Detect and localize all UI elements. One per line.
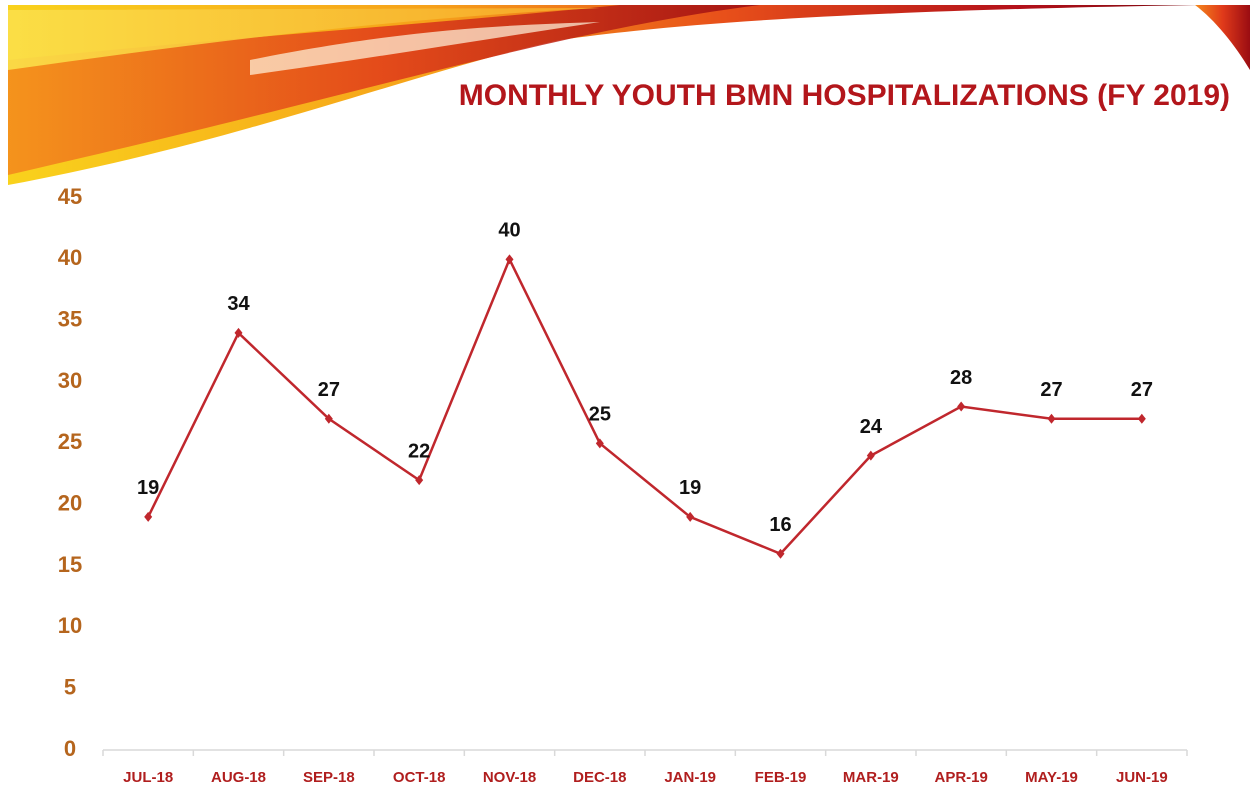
y-tick-label: 25 [58,429,82,454]
x-tick-label: MAY-19 [1025,769,1078,786]
x-tick-label: AUG-18 [211,769,266,786]
point-marker [686,511,695,522]
point-marker [866,450,875,461]
data-label: 19 [137,477,159,499]
x-tick-label: JAN-19 [664,769,716,786]
data-label: 24 [860,416,883,438]
x-tick-label: DEC-18 [573,769,626,786]
x-tick-label: FEB-19 [755,769,807,786]
point-marker [776,548,785,559]
x-tick-label: SEP-18 [303,769,355,786]
data-label: 25 [589,404,611,426]
x-tick-label: JUL-18 [123,769,173,786]
y-tick-label: 5 [64,674,76,699]
point-marker [1047,413,1056,424]
point-marker [957,401,966,412]
y-tick-label: 15 [58,552,82,577]
point-marker [1137,413,1146,424]
x-tick-label: APR-19 [934,769,987,786]
data-label: 27 [1131,379,1153,401]
y-tick-label: 35 [58,306,82,331]
point-marker [415,475,424,486]
data-label: 40 [498,220,520,242]
point-marker [234,327,243,338]
data-label: 28 [950,367,972,389]
y-tick-label: 45 [58,184,82,209]
x-tick-label: NOV-18 [483,769,536,786]
data-label: 34 [227,293,250,315]
y-tick-label: 30 [58,368,82,393]
data-label: 22 [408,440,430,462]
y-tick-label: 20 [58,490,82,515]
data-label: 19 [679,477,701,499]
point-marker [505,254,514,265]
chart-title: MONTHLY YOUTH BMN HOSPITALIZATIONS (FY 2… [459,79,1230,112]
y-tick-label: 40 [58,245,82,270]
y-tick-label: 10 [58,613,82,638]
y-tick-label: 0 [64,736,76,761]
point-marker [144,511,153,522]
point-marker [595,438,604,449]
x-tick-label: JUN-19 [1116,769,1168,786]
x-tick-label: MAR-19 [843,769,899,786]
point-marker [324,413,333,424]
series-line [147,256,1142,556]
decoration [8,5,1250,185]
data-label: 16 [769,514,791,536]
data-label: 27 [318,379,340,401]
x-tick-label: OCT-18 [393,769,446,786]
data-label: 27 [1040,379,1062,401]
